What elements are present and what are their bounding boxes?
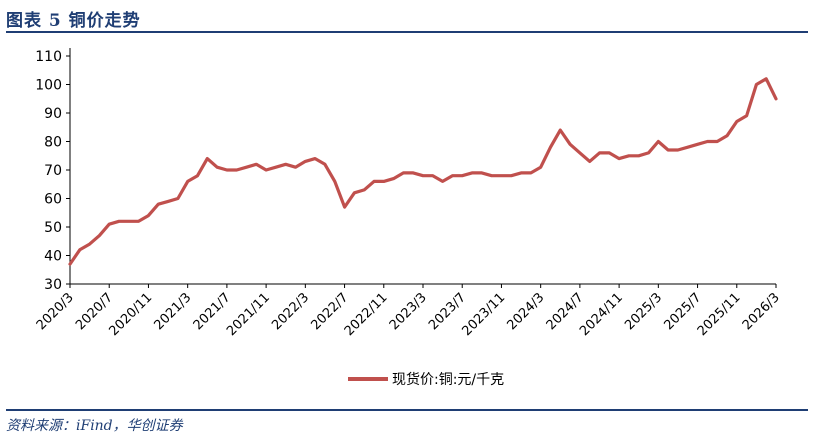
y-tick-label: 70 [44,163,62,179]
x-tick-label: 2025/3 [622,290,665,333]
x-tick-label: 2023/11 [459,290,508,339]
y-tick-label: 30 [44,277,62,293]
x-tick-label: 2024/11 [577,290,626,339]
x-tick-label: 2021/11 [224,290,273,339]
source-note: 资料来源：iFind，华创证券 [6,418,183,434]
y-axis-ticks: 30 40 50 60 70 80 90 100 110 [35,49,70,293]
chart-axes [69,48,776,285]
x-tick-label: 2021/3 [152,290,195,333]
x-tick-label: 2026/3 [740,290,783,333]
x-tick-label: 2024/3 [505,290,548,333]
x-tick-label: 2025/11 [695,290,744,339]
x-tick-label: 2020/11 [106,290,155,339]
series-group [68,77,778,266]
y-tick-label: 40 [44,249,62,265]
figure-title: 图表 5 铜价走势 [6,11,141,31]
header-rule [6,31,808,33]
x-tick-label: 2023/3 [387,290,430,333]
y-tick-label: 110 [35,49,62,65]
x-tick-label: 2022/3 [269,290,312,333]
x-tick-label: 2022/11 [342,290,391,339]
y-tick-label: 50 [44,220,62,236]
series-line [68,77,778,266]
x-tick-label: 2020/3 [34,290,77,333]
y-tick-label: 60 [44,192,62,208]
legend-label: 现货价:铜:元/千克 [392,371,504,388]
y-tick-label: 100 [35,78,62,94]
footer-rule [6,409,808,411]
line-chart: 30 40 50 60 70 80 90 100 110 2020/32020/72020/11… [34,48,783,388]
y-tick-label: 90 [44,106,62,122]
x-axis-ticks: 2020/32020/72020/112021/32021/72021/1120… [34,284,783,339]
y-tick-label: 80 [44,135,62,151]
legend: 现货价:铜:元/千克 [348,371,504,388]
